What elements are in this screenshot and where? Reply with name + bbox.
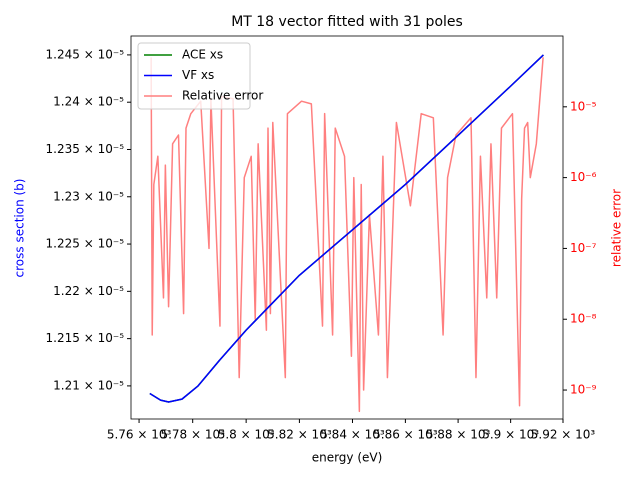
x-tick-label: 5.92 × 10³ — [531, 428, 596, 442]
x-tick-label: 5.88 × 10³ — [426, 428, 491, 442]
legend-label: ACE xs — [182, 48, 223, 62]
y2-tick-label: 10⁻⁷ — [570, 241, 597, 255]
chart-title: MT 18 vector fitted with 31 poles — [231, 14, 463, 30]
y2-axis-label: relative error — [610, 189, 624, 267]
legend-label: Relative error — [182, 89, 263, 103]
y2-tick-label: 10⁻⁹ — [570, 383, 597, 397]
y-tick-label: 1.225 × 10⁻⁵ — [46, 237, 125, 251]
y2-tick-label: 10⁻⁵ — [570, 99, 597, 113]
y-tick-label: 1.21 × 10⁻⁵ — [53, 378, 124, 392]
legend-box — [137, 42, 251, 110]
x-tick-label: 5.76 × 10³ — [107, 428, 172, 442]
y-tick-label: 1.245 × 10⁻⁵ — [46, 47, 125, 61]
y2-tick-label: 10⁻⁸ — [570, 312, 597, 326]
y-tick-label: 1.22 × 10⁻⁵ — [53, 284, 124, 298]
x-tick-label: 5.9 × 10³ — [482, 428, 539, 442]
series-line — [149, 54, 544, 403]
legend-label: VF xs — [182, 68, 214, 82]
y-tick-label: 1.23 × 10⁻⁵ — [53, 189, 124, 203]
y-axis-label: cross section (b) — [13, 179, 27, 278]
x-tick-label: 5.86 × 10³ — [373, 428, 438, 442]
series-line — [150, 57, 544, 413]
x-tick-label: 5.8 × 10³ — [218, 428, 275, 442]
x-tick-label: 5.82 × 10³ — [267, 428, 332, 442]
y-tick-label: 1.215 × 10⁻⁵ — [46, 331, 125, 345]
y-tick-label: 1.235 × 10⁻⁵ — [46, 142, 125, 156]
x-tick-label: 5.84 × 10³ — [320, 428, 385, 442]
y-tick-label: 1.24 × 10⁻⁵ — [53, 95, 124, 109]
x-axis-label: energy (eV) — [312, 451, 383, 465]
plot-frame — [130, 35, 564, 420]
y2-tick-label: 10⁻⁶ — [570, 170, 597, 184]
x-tick-label: 5.78 × 10³ — [160, 428, 225, 442]
